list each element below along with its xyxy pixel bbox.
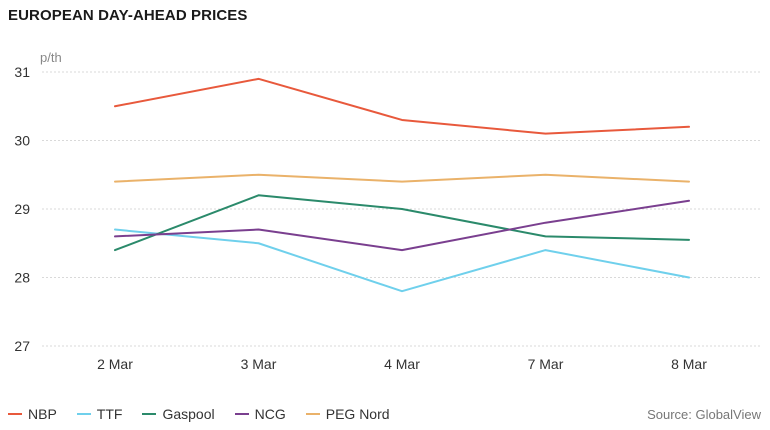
legend-swatch — [305, 413, 320, 415]
x-tick-label: 4 Mar — [384, 356, 420, 372]
legend-item-peg-nord: PEG Nord — [305, 406, 390, 422]
legend-label: NCG — [254, 406, 286, 422]
legend-item-nbp: NBP — [8, 406, 57, 422]
x-tick-label: 7 Mar — [528, 356, 564, 372]
legend-label: Gaspool — [162, 406, 215, 422]
x-axis-ticks: 2 Mar 3 Mar 4 Mar 7 Mar 8 Mar — [97, 356, 707, 372]
series-line-peg-nord — [114, 173, 690, 183]
y-tick-label: 31 — [14, 64, 30, 80]
chart-title: EUROPEAN DAY-AHEAD PRICES — [8, 7, 248, 24]
legend-label: TTF — [96, 406, 123, 422]
x-tick-label: 8 Mar — [671, 356, 707, 372]
series-line-nbp — [114, 77, 690, 135]
legend: NBP TTF Gaspool NCG PEG Nord — [8, 406, 410, 422]
series-lines — [114, 77, 690, 293]
y-unit-label: p/th — [40, 50, 62, 65]
legend-label: NBP — [28, 406, 57, 422]
y-tick-label: 27 — [14, 338, 30, 354]
source-note: Source: GlobalView — [647, 407, 761, 422]
legend-item-ttf: TTF — [76, 406, 123, 422]
series-peg-nord — [114, 173, 690, 183]
legend-label: PEG Nord — [325, 406, 390, 422]
series-gaspool — [114, 194, 690, 252]
y-tick-label: 29 — [14, 201, 30, 217]
series-line-gaspool — [114, 194, 690, 252]
legend-swatch — [76, 413, 91, 415]
x-tick-label: 3 Mar — [241, 356, 277, 372]
legend-item-gaspool: Gaspool — [142, 406, 215, 422]
x-tick-label: 2 Mar — [97, 356, 133, 372]
y-tick-label: 28 — [14, 270, 30, 286]
series-ncg — [114, 199, 690, 252]
y-axis-ticks: 27 28 29 30 31 — [14, 64, 30, 354]
series-ttf — [114, 228, 690, 293]
y-tick-label: 30 — [14, 133, 30, 149]
series-line-ttf — [114, 228, 690, 293]
series-nbp — [114, 77, 690, 135]
legend-swatch — [142, 413, 157, 415]
legend-swatch — [234, 413, 249, 415]
legend-item-ncg: NCG — [234, 406, 286, 422]
legend-swatch — [8, 413, 22, 415]
line-chart: p/th 27 28 29 30 31 2 Mar 3 Mar 4 Mar 7 Mar 8 Ma… — [14, 50, 760, 372]
